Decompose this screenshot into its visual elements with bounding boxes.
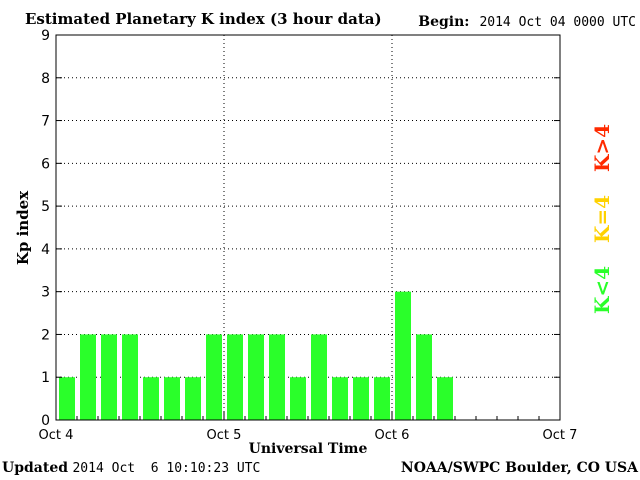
updated-label: Updated: [2, 460, 69, 476]
begin-label: Begin:: [418, 14, 470, 30]
kp-bar: [143, 377, 159, 420]
kp-bar: [353, 377, 369, 420]
y-tick-label: 8: [41, 71, 50, 87]
kp-bar: [374, 377, 390, 420]
kp-bar: [80, 334, 96, 420]
y-tick-label: 4: [41, 242, 50, 258]
grid-lines: [56, 35, 560, 420]
updated-value: 2014 Oct 6 10:10:23 UTC: [72, 461, 261, 476]
legend-k-equal: K=4: [590, 194, 614, 243]
kp-bar: [185, 377, 201, 420]
kp-bar: [248, 334, 264, 420]
y-tick-label: 0: [41, 413, 50, 429]
x-tick-label: Oct 4: [39, 428, 74, 443]
source-credit: NOAA/SWPC Boulder, CO USA: [400, 460, 638, 476]
kp-bar: [416, 334, 432, 420]
y-axis-label: Kp index: [14, 190, 32, 265]
kp-bar: [227, 334, 243, 420]
begin-info: Begin: 2014 Oct 04 0000 UTC: [418, 14, 636, 30]
y-tick-label: 1: [41, 370, 50, 386]
y-ticks: 0 1 2 3 4 5 6 7 8 9: [41, 28, 560, 429]
begin-value: 2014 Oct 04 0000 UTC: [479, 15, 636, 30]
x-tick-label: Oct 5: [207, 428, 242, 443]
bars-group: [59, 291, 453, 420]
kp-bar: [122, 334, 138, 420]
x-ticks: Oct 4 Oct 5 Oct 6 Oct 7: [39, 412, 578, 443]
y-tick-label: 6: [41, 156, 50, 172]
legend-k-high: K>4: [590, 123, 614, 172]
kp-bar: [311, 334, 327, 420]
kp-bar: [164, 377, 180, 420]
y-tick-label: 3: [41, 285, 50, 301]
kp-bar: [101, 334, 117, 420]
x-tick-label: Oct 7: [543, 428, 578, 443]
y-tick-label: 7: [41, 114, 50, 130]
kp-bar: [59, 377, 75, 420]
kp-bar: [332, 377, 348, 420]
kp-bar: [395, 291, 411, 420]
y-tick-label: 2: [41, 327, 50, 343]
kp-bar: [437, 377, 453, 420]
y-tick-label: 5: [41, 199, 50, 215]
chart-title: Estimated Planetary K index (3 hour data…: [25, 10, 382, 28]
kp-bar: [269, 334, 285, 420]
kp-bar: [290, 377, 306, 420]
x-axis-label: Universal Time: [249, 441, 368, 457]
x-tick-label: Oct 6: [375, 428, 410, 443]
y-tick-label: 9: [41, 28, 50, 44]
kp-bar: [206, 334, 222, 420]
updated-info: Updated 2014 Oct 6 10:10:23 UTC: [2, 460, 260, 476]
legend-k-low: K<4: [590, 265, 614, 314]
